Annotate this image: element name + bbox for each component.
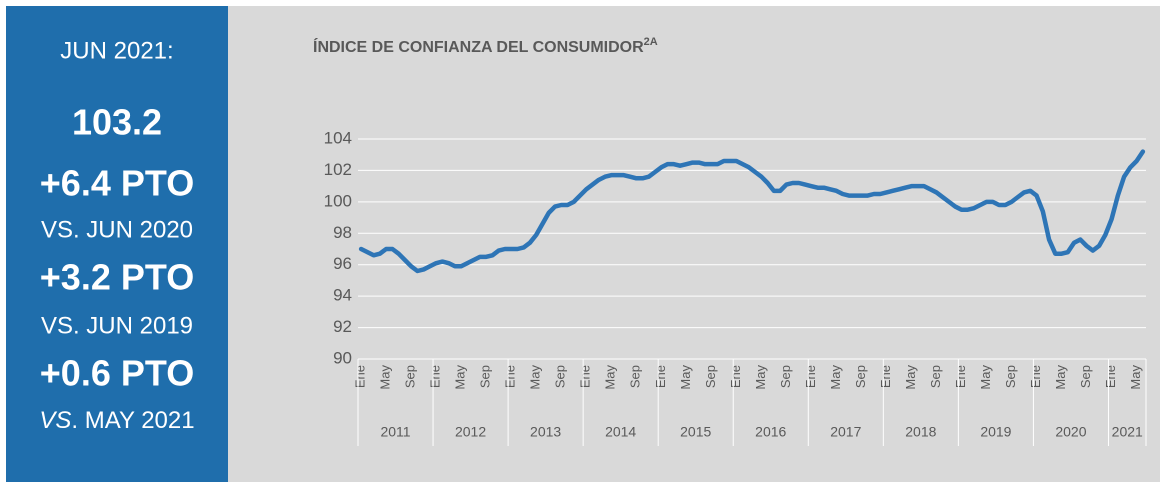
x-tick-label: Sep bbox=[1078, 365, 1093, 388]
y-tick-label: 102 bbox=[324, 160, 352, 179]
year-label: 2017 bbox=[830, 424, 861, 440]
x-tick-label: Ene bbox=[653, 365, 668, 388]
x-tick-label: Ene bbox=[428, 365, 443, 388]
y-tick-label: 94 bbox=[333, 286, 352, 305]
x-tick-label: Ene bbox=[1028, 365, 1043, 388]
x-tick-label: Ene bbox=[953, 365, 968, 388]
x-tick-label: May bbox=[978, 365, 993, 390]
x-tick-label: Sep bbox=[403, 365, 418, 388]
change: +6.4 PTO bbox=[40, 163, 194, 204]
year-label: 2021 bbox=[1112, 424, 1143, 440]
x-tick-label: Sep bbox=[478, 365, 493, 388]
compare-prefix: VS bbox=[39, 407, 71, 434]
compare-rest: . MAY 2021 bbox=[71, 407, 194, 434]
x-tick-label: Ene bbox=[878, 365, 893, 388]
compare: VS. JUN 2019 bbox=[41, 312, 193, 339]
year-label: 2012 bbox=[455, 424, 486, 440]
summary-value: 103.2 bbox=[72, 102, 162, 143]
year-label: 2018 bbox=[905, 424, 936, 440]
x-tick-label: May bbox=[453, 365, 468, 390]
x-tick-label: May bbox=[378, 365, 393, 390]
year-label: 2015 bbox=[680, 424, 711, 440]
x-tick-label: Sep bbox=[778, 365, 793, 388]
x-tick-label: May bbox=[753, 365, 768, 390]
x-tick-label: May bbox=[1128, 365, 1143, 390]
year-label: 2013 bbox=[530, 424, 561, 440]
y-tick-label: 100 bbox=[324, 191, 352, 210]
year-label: 2020 bbox=[1055, 424, 1086, 440]
x-tick-label: Sep bbox=[628, 365, 643, 388]
compare: VS. MAY 2021 bbox=[39, 407, 194, 434]
compare: VS. JUN 2020 bbox=[41, 216, 193, 243]
summary-date: JUN 2021: bbox=[60, 37, 173, 64]
x-tick-label: Sep bbox=[1003, 365, 1018, 388]
x-tick-label: Ene bbox=[803, 365, 818, 388]
year-label: 2016 bbox=[755, 424, 786, 440]
x-tick-label: Sep bbox=[553, 365, 568, 388]
x-tick-label: May bbox=[903, 365, 918, 390]
x-tick-label: May bbox=[1053, 365, 1068, 390]
year-label: 2011 bbox=[380, 424, 410, 440]
x-tick-label: Ene bbox=[353, 365, 368, 388]
y-tick-label: 98 bbox=[333, 223, 352, 242]
year-label: 2014 bbox=[605, 424, 636, 440]
y-tick-label: 92 bbox=[333, 317, 352, 336]
chart-panel bbox=[228, 6, 1160, 482]
x-tick-label: Ene bbox=[503, 365, 518, 388]
y-tick-label: 96 bbox=[333, 254, 352, 273]
line bbox=[358, 149, 1146, 274]
x-tick-label: May bbox=[678, 365, 693, 390]
x-tick-label: May bbox=[828, 365, 843, 390]
x-tick-label: May bbox=[603, 365, 618, 390]
x-tick-label: Ene bbox=[578, 365, 593, 388]
year-label: 2019 bbox=[980, 424, 1011, 440]
x-tick-label: May bbox=[528, 365, 543, 390]
chart-title: ÍNDICE DE CONFIANZA DEL CONSUMIDOR2A bbox=[313, 36, 658, 56]
change: +3.2 PTO bbox=[40, 257, 194, 298]
title-main: ÍNDICE DE CONFIANZA DEL CONSUMIDOR bbox=[313, 37, 644, 56]
title-sup: 2A bbox=[644, 36, 658, 48]
x-tick-label: Ene bbox=[1103, 365, 1118, 388]
summary-panel bbox=[6, 6, 228, 482]
y-tick-label: 90 bbox=[333, 348, 352, 367]
change: +0.6 PTO bbox=[40, 353, 194, 394]
x-tick-label: Ene bbox=[728, 365, 743, 388]
y-tick-label: 104 bbox=[324, 128, 352, 147]
x-tick-label: Sep bbox=[703, 365, 718, 388]
x-tick-label: Sep bbox=[853, 365, 868, 388]
x-tick-label: Sep bbox=[928, 365, 943, 388]
